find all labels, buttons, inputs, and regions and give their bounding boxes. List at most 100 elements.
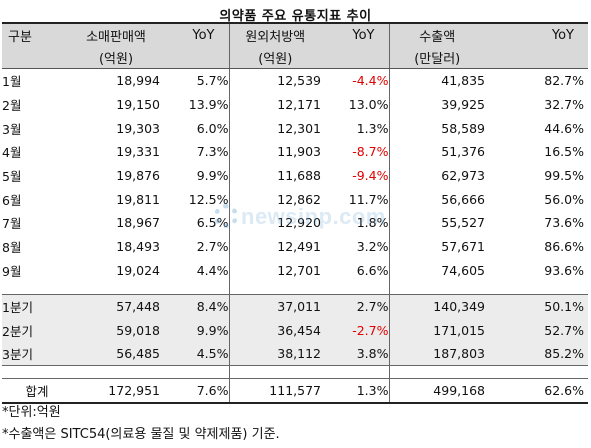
header-export-yoy: YoY bbox=[485, 22, 588, 46]
row-label: 1분기 bbox=[2, 294, 72, 319]
rx-yoy: -8.7% bbox=[352, 144, 389, 160]
rx-yoy: -2.7% bbox=[321, 318, 389, 342]
header-row-2: (억원) (억원) (만달러) bbox=[2, 46, 588, 69]
export-value: 140,349 bbox=[388, 294, 485, 319]
retail-value: 19,876 bbox=[116, 168, 160, 184]
retail-yoy: 4.4% bbox=[196, 262, 229, 278]
rx-value: 12,862 bbox=[228, 187, 321, 212]
spacer-cell bbox=[388, 282, 485, 295]
export-yoy: 52.7% bbox=[485, 318, 588, 342]
quarter-row: 1분기 57,448 8.4% 37,011 2.7% 140,349 50.1% bbox=[2, 294, 588, 319]
row-label: 1월 bbox=[2, 74, 22, 90]
spacer-cell bbox=[485, 282, 588, 295]
retail-yoy: 5.7% bbox=[196, 73, 229, 89]
export-yoy: 56.0% bbox=[544, 191, 584, 207]
row-label: 3분기 bbox=[2, 341, 72, 367]
spacer-cell bbox=[228, 282, 321, 295]
row-label: 합계 bbox=[2, 378, 72, 405]
export-value: 58,589 bbox=[388, 116, 485, 141]
retail-yoy: 7.6% bbox=[160, 378, 229, 405]
export-value: 56,666 bbox=[388, 187, 485, 212]
month-row: 1월 18,994 5.7% 12,539 -4.4% 41,835 82.7% bbox=[2, 68, 588, 93]
rx-yoy: 1.3% bbox=[321, 378, 389, 405]
rx-yoy: 11.7% bbox=[348, 191, 389, 207]
retail-yoy: 6.5% bbox=[196, 215, 229, 231]
retail-yoy: 9.9% bbox=[160, 318, 229, 342]
export-value: 62,973 bbox=[388, 163, 485, 188]
retail-value: 19,331 bbox=[116, 144, 160, 160]
rx-value: 12,171 bbox=[228, 92, 321, 117]
retail-value: 57,448 bbox=[72, 294, 160, 319]
header-rx-yoy-blank bbox=[321, 46, 389, 69]
header-retail-sales: 소매판매액 bbox=[72, 22, 160, 46]
month-row: 8월 18,493 2.7% 12,491 3.2% 57,671 86.6% bbox=[2, 234, 588, 259]
row-label: 2분기 bbox=[2, 318, 72, 342]
export-yoy: 32.7% bbox=[544, 97, 584, 113]
header-category-blank bbox=[2, 46, 72, 69]
rx-value: 11,688 bbox=[228, 163, 321, 188]
spacer-cell bbox=[2, 366, 72, 379]
rx-yoy: 13.0% bbox=[348, 97, 389, 113]
retail-value: 172,951 bbox=[72, 378, 160, 405]
export-value: 499,168 bbox=[388, 378, 485, 405]
month-row: 6월 19,811 12.5% 12,862 11.7% 56,666 56.0% bbox=[2, 187, 588, 212]
distribution-indicator-table: 구분 소매판매액 YoY 원외처방액 YoY 수출액 YoY (억원) (억원)… bbox=[2, 22, 588, 405]
rx-value: 38,112 bbox=[228, 341, 321, 367]
header-category: 구분 bbox=[2, 22, 72, 46]
retail-value: 18,493 bbox=[116, 239, 160, 255]
header-row-1: 구분 소매판매액 YoY 원외처방액 YoY 수출액 YoY bbox=[2, 22, 588, 46]
month-row: 9월 19,024 4.4% 12,701 6.6% 74,605 93.6% bbox=[2, 258, 588, 283]
retail-yoy: 8.4% bbox=[160, 294, 229, 319]
export-yoy: 93.6% bbox=[544, 262, 584, 278]
spacer-row bbox=[2, 282, 588, 295]
footnote-unit: *단위:억원 bbox=[2, 405, 61, 420]
rx-yoy: 1.3% bbox=[356, 120, 389, 136]
retail-value: 19,303 bbox=[116, 120, 160, 136]
row-label: 5월 bbox=[2, 169, 22, 185]
table-title: 의약품 주요 유통지표 추이 bbox=[219, 9, 372, 24]
export-value: 57,671 bbox=[388, 234, 485, 259]
rx-value: 11,903 bbox=[228, 140, 321, 164]
spacer-cell bbox=[160, 366, 229, 379]
rx-yoy: 3.2% bbox=[356, 239, 389, 255]
header-export-yoy-blank bbox=[485, 46, 588, 69]
retail-yoy: 13.9% bbox=[188, 97, 229, 113]
spacer-cell bbox=[388, 365, 485, 379]
spacer-row bbox=[2, 365, 588, 379]
export-value: 41,835 bbox=[388, 68, 485, 93]
header-rx-unit: (억원) bbox=[228, 46, 321, 69]
export-yoy: 99.5% bbox=[544, 168, 584, 184]
spacer-cell bbox=[72, 366, 160, 379]
rx-value: 12,920 bbox=[228, 211, 321, 235]
retail-yoy: 2.7% bbox=[196, 239, 229, 255]
footnotes: *단위:억원 *수출액은 SITC54(의료용 물질 및 약제제품) 기준. bbox=[2, 402, 280, 446]
export-yoy: 85.2% bbox=[485, 341, 588, 367]
export-yoy: 44.6% bbox=[544, 120, 584, 136]
spacer-cell bbox=[321, 282, 389, 295]
retail-yoy: 6.0% bbox=[196, 120, 229, 136]
rx-value: 111,577 bbox=[228, 378, 321, 405]
retail-yoy: 9.9% bbox=[196, 168, 229, 184]
retail-value: 56,485 bbox=[72, 341, 160, 367]
export-value: 187,803 bbox=[388, 341, 485, 367]
header-rx-yoy: YoY bbox=[321, 22, 389, 46]
rx-value: 12,301 bbox=[228, 116, 321, 141]
rx-yoy: 2.7% bbox=[321, 294, 389, 319]
export-yoy: 73.6% bbox=[544, 215, 584, 231]
row-label: 3월 bbox=[2, 121, 22, 137]
retail-value: 19,811 bbox=[116, 191, 160, 207]
header-retail-yoy-blank bbox=[160, 46, 229, 69]
spacer-cell bbox=[228, 365, 321, 379]
month-row: 5월 19,876 9.9% 11,688 -9.4% 62,973 99.5% bbox=[2, 163, 588, 188]
retail-yoy: 12.5% bbox=[188, 191, 229, 207]
rx-yoy: -4.4% bbox=[352, 73, 389, 89]
export-value: 171,015 bbox=[388, 318, 485, 342]
spacer-cell bbox=[160, 282, 229, 295]
rx-value: 36,454 bbox=[228, 318, 321, 342]
month-row: 2월 19,150 13.9% 12,171 13.0% 39,925 32.7% bbox=[2, 92, 588, 117]
rx-yoy: 3.8% bbox=[321, 341, 389, 367]
export-value: 51,376 bbox=[388, 140, 485, 164]
row-label: 8월 bbox=[2, 240, 22, 256]
spacer-cell bbox=[2, 282, 72, 295]
export-value: 39,925 bbox=[388, 92, 485, 117]
